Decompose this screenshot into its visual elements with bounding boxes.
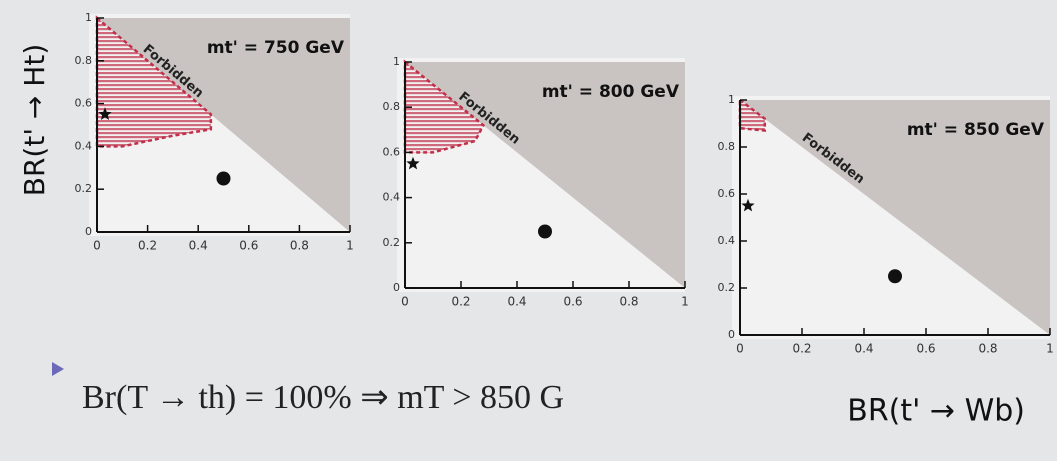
y-tick-label: 0 <box>393 281 400 294</box>
page: {"chart_data": [ {"type": "scatter", "ti… <box>0 0 1057 457</box>
x-tick-label: 0.2 <box>451 295 470 309</box>
bullet-marker <box>52 362 64 376</box>
x-tick-label: 0.2 <box>138 239 157 253</box>
x-tick-label: 0.6 <box>916 342 935 356</box>
x-tick-label: 0 <box>93 239 101 253</box>
chart-title: mt' = 800 GeV <box>542 82 680 102</box>
y-axis-label: BR(t' → Ht) <box>18 44 51 196</box>
y-tick-label: 0.2 <box>75 182 93 195</box>
x-axis-label: BR(t' → Wb) <box>847 394 1025 429</box>
x-tick-label: 0.8 <box>978 342 997 356</box>
x-tick-label: 0.4 <box>507 295 526 309</box>
x-tick-label: 0.8 <box>619 295 638 309</box>
x-tick-label: 0 <box>736 342 744 356</box>
x-tick-label: 0.8 <box>290 239 309 253</box>
chart-title: mt' = 750 GeV <box>207 38 345 58</box>
y-tick-label: 0 <box>728 328 735 341</box>
x-tick-label: 1 <box>681 295 689 309</box>
y-tick-label: 1 <box>85 11 92 24</box>
y-tick-label: 0.2 <box>383 236 401 249</box>
x-tick-label: 0.6 <box>239 239 258 253</box>
bullet-text: Br(T → th) = 100% ⇒ mT > 850 G <box>82 379 564 416</box>
x-tick-label: 0.6 <box>563 295 582 309</box>
y-tick-label: 0.6 <box>75 97 93 110</box>
y-tick-label: 0.6 <box>383 145 401 158</box>
y-tick-label: 0.8 <box>75 54 93 67</box>
x-tick-label: 1 <box>1046 342 1054 356</box>
x-tick-label: 1 <box>346 239 354 253</box>
y-tick-label: 0.2 <box>718 281 736 294</box>
y-tick-label: 1 <box>393 55 400 68</box>
y-tick-label: 0.6 <box>718 187 736 200</box>
y-tick-label: 0 <box>85 225 92 238</box>
chart-title: mt' = 850 GeV <box>907 120 1045 140</box>
x-tick-label: 0.2 <box>792 342 811 356</box>
y-tick-label: 0.4 <box>718 234 736 247</box>
x-tick-label: 0.4 <box>854 342 873 356</box>
point <box>888 269 902 283</box>
y-tick-label: 0.8 <box>718 140 736 153</box>
point <box>217 172 231 186</box>
slide: Br(T → th) = 100% ⇒ mT > 850 G 0 0.2 0.4 0.… <box>0 0 1057 457</box>
x-tick-label: 0.4 <box>189 239 208 253</box>
y-tick-label: 0.4 <box>383 191 401 204</box>
point <box>538 225 552 239</box>
y-tick-label: 1 <box>728 93 735 106</box>
y-tick-label: 0.8 <box>383 100 401 113</box>
x-tick-label: 0 <box>401 295 409 309</box>
y-tick-label: 0.4 <box>75 139 93 152</box>
